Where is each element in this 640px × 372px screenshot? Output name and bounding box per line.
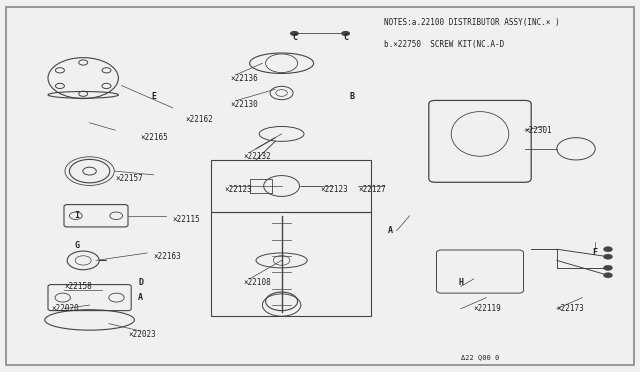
Text: F: F: [593, 248, 598, 257]
Text: C: C: [343, 33, 348, 42]
Text: ×22020: ×22020: [51, 304, 79, 313]
Text: A: A: [388, 226, 393, 235]
Text: I: I: [74, 211, 79, 220]
Circle shape: [604, 247, 612, 252]
Text: ×22136: ×22136: [230, 74, 258, 83]
Text: E: E: [151, 92, 156, 101]
Text: ×22023: ×22023: [128, 330, 156, 339]
Text: ×22301: ×22301: [525, 126, 552, 135]
Circle shape: [341, 31, 350, 36]
Text: Δ22 Q00 0: Δ22 Q00 0: [461, 354, 499, 360]
Text: ×22108: ×22108: [243, 278, 271, 287]
Text: ×22123: ×22123: [320, 185, 348, 194]
Text: H: H: [458, 278, 463, 287]
Text: ×22115: ×22115: [173, 215, 200, 224]
Circle shape: [604, 273, 612, 278]
Text: C: C: [292, 33, 297, 42]
Text: ×22119: ×22119: [474, 304, 501, 313]
Text: b.×22750  SCREW KIT(NC.A-D: b.×22750 SCREW KIT(NC.A-D: [384, 40, 504, 49]
Text: ×22130: ×22130: [230, 100, 258, 109]
Text: ×22173: ×22173: [557, 304, 584, 313]
Text: ×22162: ×22162: [186, 115, 213, 124]
Text: G: G: [74, 241, 79, 250]
Bar: [211, 212, 371, 316]
Text: D: D: [138, 278, 143, 287]
Circle shape: [290, 31, 299, 36]
Text: ×22127: ×22127: [358, 185, 386, 194]
Text: ×22132: ×22132: [243, 152, 271, 161]
Text: A: A: [138, 293, 143, 302]
Circle shape: [604, 265, 612, 270]
Text: B: B: [349, 92, 355, 101]
Bar: [211, 160, 371, 212]
Circle shape: [604, 254, 612, 259]
Text: ×22165: ×22165: [141, 133, 168, 142]
Text: ×22158: ×22158: [64, 282, 92, 291]
Text: ×22123: ×22123: [224, 185, 252, 194]
Text: ×22157: ×22157: [115, 174, 143, 183]
Text: ×22163: ×22163: [154, 252, 181, 261]
Text: NOTES:a.22100 DISTRIBUTOR ASSY(INC.× ): NOTES:a.22100 DISTRIBUTOR ASSY(INC.× ): [384, 18, 560, 27]
